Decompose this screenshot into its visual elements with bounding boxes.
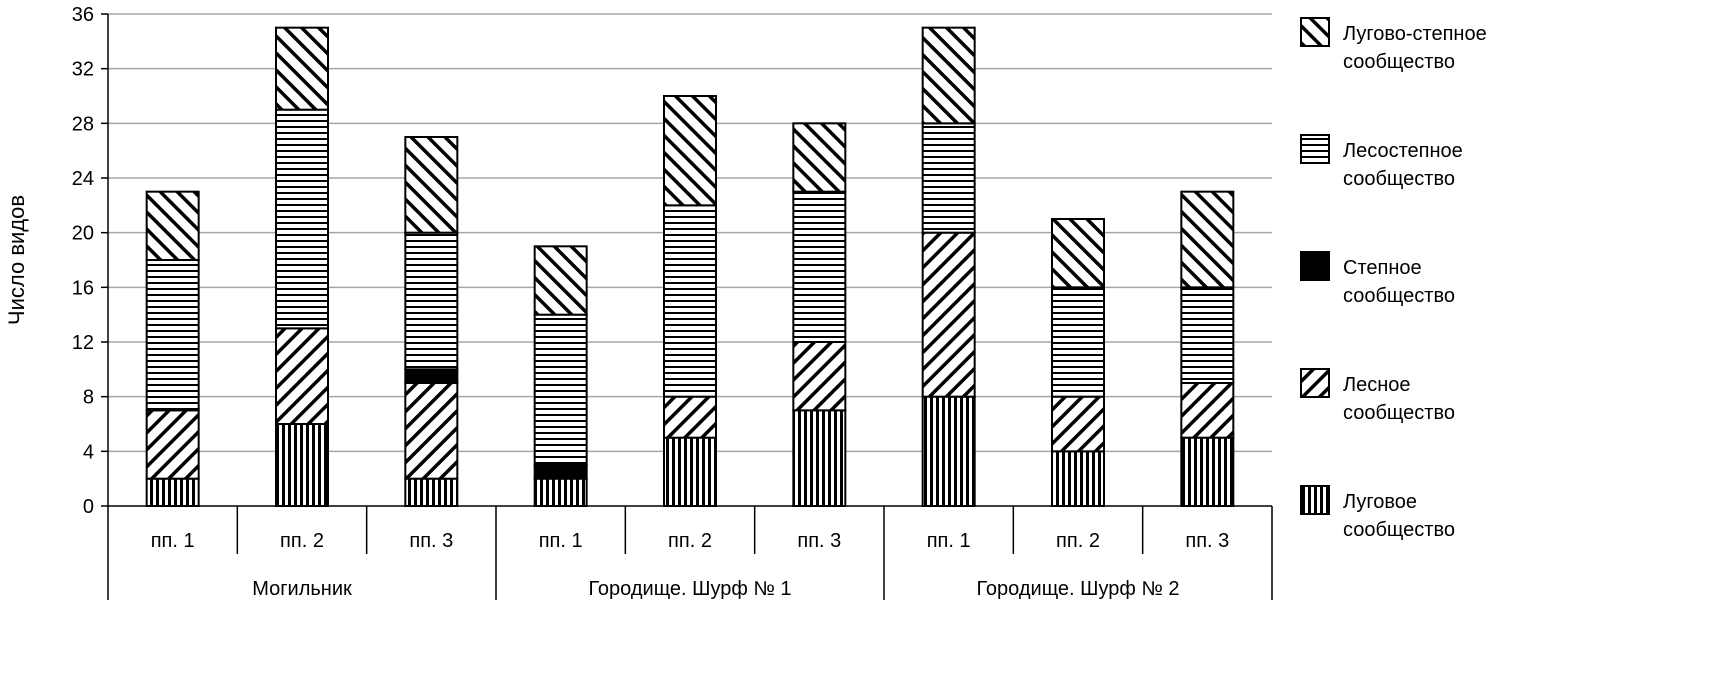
group-label: Могильник [252,578,352,600]
bar-segment [1051,218,1105,289]
category-label: пп. 3 [409,530,453,552]
bar-segment [921,122,976,234]
legend-swatch [1300,368,1330,398]
bar-segment [1051,395,1105,453]
legend-label: сообщество [1343,402,1455,424]
group-label: Городище. Шурф № 1 [588,578,791,600]
bar-segment [533,477,588,507]
bar-segment [1051,450,1105,508]
bar-segment [275,26,329,111]
legend-label: Лесное [1343,374,1411,396]
legend-label: Степное [1343,257,1422,279]
legend-label: сообщество [1343,285,1455,307]
category-label: пп. 1 [927,530,971,552]
legend-label: Луговое [1343,491,1417,513]
bar-segment [663,395,717,439]
bar-segment [404,136,459,234]
y-tick-label: 32 [72,59,94,81]
category-label: пп. 3 [797,530,841,552]
y-tick-label: 12 [72,332,94,354]
category-label: пп. 1 [539,530,583,552]
category-label: пп. 2 [668,530,712,552]
y-tick-label: 24 [72,168,94,190]
category-label: пп. 1 [151,530,195,552]
legend-label: Лугово-степное [1343,23,1487,45]
bar-segment [404,368,459,385]
legend-swatch [1300,251,1330,281]
y-tick-label: 36 [72,4,94,26]
legend-swatch [1300,17,1330,47]
bar-segment [792,341,847,412]
bar-segment [1180,436,1235,507]
bar-segment [533,245,588,316]
bar-segment [1180,190,1235,289]
y-tick-label: 0 [83,496,94,518]
y-axis-label: Число видов [4,195,29,325]
y-tick-label: 4 [83,441,94,463]
bar-segment [145,409,200,480]
category-label: пп. 2 [280,530,324,552]
bar-segment [663,436,717,507]
legend-label: сообщество [1343,168,1455,190]
y-tick-label: 28 [72,113,94,135]
bar-segment [145,477,200,507]
bar-segment [145,259,200,412]
bar-segment [1180,286,1235,385]
bar-segment [275,327,329,426]
bar-segment [533,464,588,480]
bar-segment [275,108,329,330]
bar-segment [663,204,717,398]
bar-segment [404,382,459,480]
legend-swatch [1300,134,1330,164]
y-tick-label: 20 [72,223,94,245]
bar-segment [1051,286,1105,398]
y-tick-label: 16 [72,277,94,299]
bar-segment [275,423,329,507]
legend-label: сообщество [1343,519,1455,541]
bar-segment [533,313,588,466]
bar-segment [921,231,976,398]
bar-segment [792,190,847,343]
bar-segment [792,122,847,193]
category-label: пп. 3 [1185,530,1229,552]
y-tick-label: 8 [83,387,94,409]
legend-label: сообщество [1343,51,1455,73]
bar-segment [145,190,200,262]
legend-swatch [1300,485,1330,515]
bar-segment [921,26,976,125]
group-label: Городище. Шурф № 2 [976,578,1179,600]
bar-segment [404,231,459,371]
bar-segment [921,395,976,507]
bar-segment [404,477,459,507]
category-label: пп. 2 [1056,530,1100,552]
legend-label: Лесостепное [1343,140,1463,162]
bar-segment [1180,382,1235,439]
bar-segment [792,409,847,508]
bar-segment [663,95,717,207]
